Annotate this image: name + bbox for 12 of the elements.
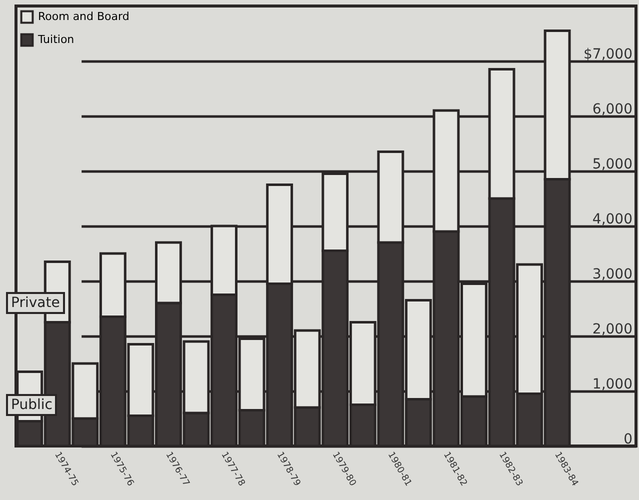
legend-label: Room and Board [38,10,130,23]
y-tick-label: 1,000 [592,376,632,392]
y-tick-label: 6,000 [592,102,632,118]
y-tick-label: 5,000 [592,156,632,172]
y-tick-label: $7,000 [584,46,632,62]
y-tick-label: 2,000 [592,322,632,338]
annotation: Public [6,394,58,416]
annotation: Private [6,292,65,314]
y-tick-label: 0 [624,432,632,448]
y-tick-label: 3,000 [592,266,632,282]
y-tick-label: 4,000 [592,212,632,228]
legend-label: Tuition [37,33,74,46]
